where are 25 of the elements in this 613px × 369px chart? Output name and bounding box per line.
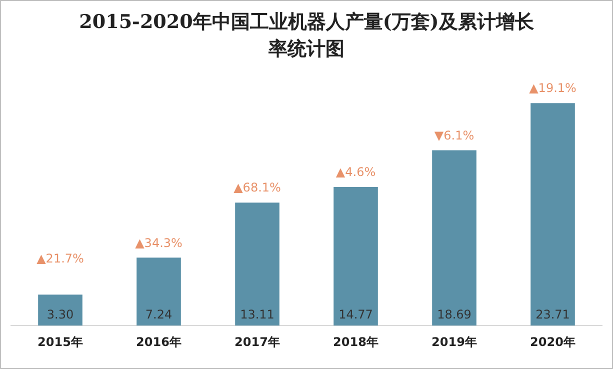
data-label: 14.77 — [338, 308, 373, 322]
annotation: ▲21.7% — [36, 252, 84, 266]
data-label: 18.69 — [437, 308, 472, 322]
data-label: 13.11 — [240, 308, 274, 322]
x-tick-label: 2017年 — [234, 334, 280, 349]
bar — [334, 187, 378, 326]
bar — [38, 294, 82, 326]
data-label: 3.30 — [46, 308, 74, 322]
x-tick-label: 2019年 — [432, 334, 477, 349]
bar — [530, 103, 575, 326]
annotation: ▲19.1% — [529, 81, 576, 96]
data-label: 7.24 — [145, 308, 172, 322]
x-tick-label: 2020年 — [530, 334, 576, 349]
bar — [136, 258, 181, 326]
chart-title: 2015-2020年中国工业机器人产量(万套)及累计增长率统计图 — [78, 10, 535, 62]
annotation: ▲68.1% — [234, 180, 281, 195]
annotation: ▼6.1% — [434, 128, 474, 142]
data-label: 23.71 — [536, 308, 570, 322]
x-tick-label: 2018年 — [333, 334, 378, 349]
annotation: ▲34.3% — [135, 236, 182, 250]
bar — [432, 150, 476, 326]
bar — [235, 202, 280, 326]
x-tick-label: 2016年 — [136, 334, 182, 349]
annotation: ▲4.6% — [336, 165, 376, 180]
x-tick-label: 2015年 — [38, 334, 83, 349]
